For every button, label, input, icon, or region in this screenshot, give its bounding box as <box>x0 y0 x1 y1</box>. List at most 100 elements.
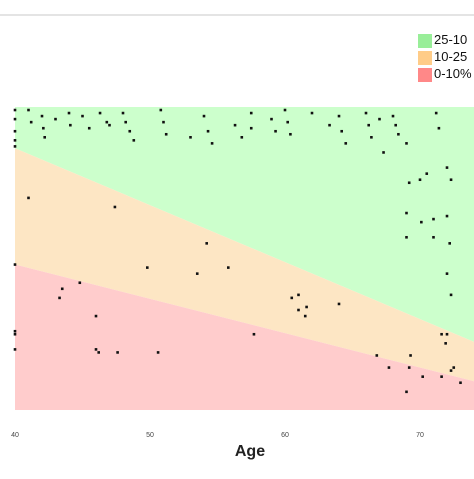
data-point <box>303 314 307 318</box>
data-point <box>233 123 237 127</box>
data-point <box>420 220 423 224</box>
data-point <box>27 196 30 200</box>
data-point <box>421 375 424 378</box>
data-point <box>425 172 429 175</box>
data-point <box>337 114 341 118</box>
data-point <box>13 108 17 112</box>
data-point <box>274 129 277 133</box>
data-point <box>310 111 314 115</box>
data-point <box>405 142 408 145</box>
data-point <box>337 302 341 306</box>
data-point <box>397 132 400 136</box>
data-point <box>124 120 127 124</box>
data-point <box>189 136 192 139</box>
data-point <box>81 114 84 118</box>
x-tick-label: 40 <box>11 432 19 439</box>
data-point <box>108 123 111 127</box>
data-point <box>286 120 289 124</box>
data-point <box>449 178 453 182</box>
data-point <box>13 263 17 266</box>
x-tick-label: 60 <box>281 432 289 439</box>
data-point <box>67 111 71 115</box>
data-point <box>128 129 132 133</box>
data-point <box>378 117 381 121</box>
legend-label: 0-10% <box>434 67 472 81</box>
data-point <box>445 214 449 218</box>
data-point <box>297 308 300 312</box>
data-point <box>344 142 348 145</box>
data-point <box>97 351 100 354</box>
x-tick-label: 70 <box>416 432 424 439</box>
data-point <box>40 114 44 118</box>
data-point <box>405 390 408 394</box>
data-point <box>159 108 163 112</box>
data-point <box>132 139 136 142</box>
data-point <box>146 266 149 269</box>
data-point <box>270 117 273 121</box>
data-point <box>105 120 109 124</box>
data-point <box>43 136 46 139</box>
data-point <box>13 348 17 351</box>
data-point <box>13 117 17 121</box>
data-point <box>375 354 379 357</box>
data-point <box>448 242 451 245</box>
data-point <box>340 129 343 133</box>
x-axis-ticks: 40 50 60 70 <box>11 432 424 439</box>
data-point <box>121 111 125 115</box>
data-point <box>13 329 17 333</box>
legend-entry: 0-10% <box>418 67 474 83</box>
data-point <box>432 217 435 221</box>
data-point <box>290 296 294 300</box>
legend-label: 25-10 <box>434 33 468 47</box>
data-point <box>116 351 119 354</box>
data-point <box>391 114 395 118</box>
legend-swatch <box>418 68 432 82</box>
data-point <box>195 272 199 275</box>
data-point <box>440 375 443 378</box>
data-point <box>407 181 411 185</box>
legend-entry: 25-10 <box>418 33 474 49</box>
data-point <box>58 296 61 300</box>
data-point <box>69 123 72 127</box>
data-point <box>305 305 308 309</box>
data-point <box>113 205 117 209</box>
data-point <box>405 235 408 239</box>
data-point <box>27 108 30 112</box>
data-point <box>210 142 214 145</box>
data-point <box>249 126 253 130</box>
legend: 25-10 10-25 0-10% <box>418 33 474 84</box>
data-point <box>297 293 300 297</box>
data-point <box>445 272 449 275</box>
data-point <box>382 151 385 154</box>
data-point <box>283 108 287 112</box>
data-point <box>407 366 411 369</box>
data-point <box>418 178 422 182</box>
data-point <box>13 129 17 133</box>
data-point <box>452 366 456 369</box>
x-tick-label: 50 <box>146 432 154 439</box>
data-point <box>437 126 441 130</box>
data-point <box>434 111 438 115</box>
data-point <box>87 126 91 130</box>
data-point <box>370 136 373 139</box>
data-point <box>289 132 292 136</box>
data-point <box>445 332 449 336</box>
data-point <box>42 126 45 130</box>
data-point <box>445 166 449 169</box>
data-point <box>449 369 453 372</box>
data-point <box>205 242 208 245</box>
data-point <box>432 235 435 239</box>
legend-swatch <box>418 34 432 48</box>
band-2 <box>15 148 474 382</box>
data-point <box>249 111 253 115</box>
band-3 <box>15 264 474 410</box>
data-point <box>440 332 443 336</box>
data-point <box>367 123 370 127</box>
band-1 <box>15 107 474 342</box>
data-point <box>364 111 368 115</box>
data-point <box>98 111 102 115</box>
data-point <box>405 211 408 215</box>
data-point <box>459 381 462 385</box>
